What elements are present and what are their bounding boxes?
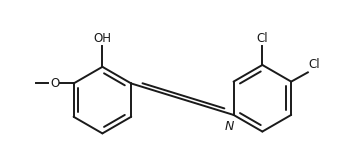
Text: O: O xyxy=(50,77,59,90)
Text: Cl: Cl xyxy=(309,59,320,71)
Text: N: N xyxy=(225,120,235,133)
Text: OH: OH xyxy=(93,32,111,45)
Text: Cl: Cl xyxy=(257,32,268,45)
